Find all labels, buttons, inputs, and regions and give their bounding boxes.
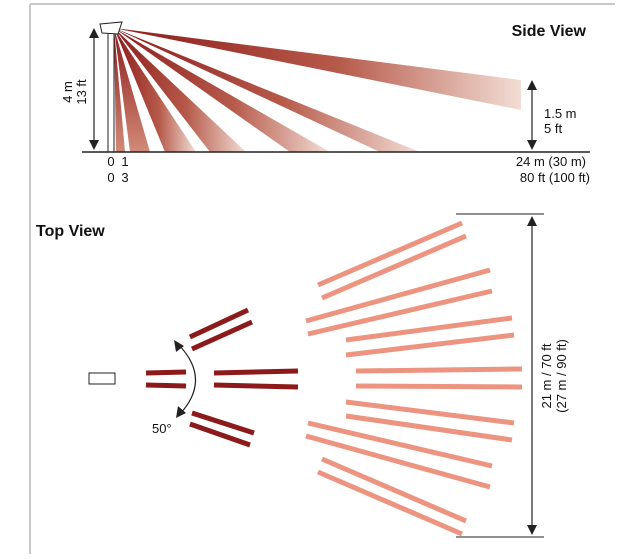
far-beam [345,315,513,343]
far-beam [321,233,467,301]
far-beam [345,332,515,358]
axis-imperial-3: 3 [121,170,128,185]
top-sensor [88,372,116,385]
side-beam-3 [114,28,330,152]
mount-height-arrow [89,28,99,150]
target-height-metric: 1.5 m [544,106,577,121]
side-view-beams [114,28,521,152]
near-beam [189,421,251,448]
side-beam-1 [114,28,521,110]
top-view-title: Top View [36,223,105,240]
width-label-alt: (27 m / 90 ft) [554,339,569,413]
axis-imperial-0: 0 [107,170,114,185]
far-beam [317,220,463,288]
far-beam [345,399,515,426]
side-view: Side View 4 m 13 ft [60,21,590,185]
far-beam [305,267,491,324]
near-beam [145,382,187,389]
far-beam [321,456,467,524]
near-beam [145,369,187,376]
side-beam-6 [114,28,150,152]
far-beam [355,366,523,374]
side-sensor [99,21,123,153]
angle-label: 50° [152,421,172,436]
frame-border [29,3,615,554]
top-view: Top View 50° [36,213,569,538]
target-height-imperial: 5 ft [544,121,562,136]
axis-imperial-far: 80 ft (100 ft) [520,170,590,185]
height-label-metric: 4 m [60,81,75,103]
far-beam [305,433,491,490]
near-beam [213,382,299,390]
far-beam [355,383,523,390]
angle-arc [174,340,197,418]
width-label-primary: 21 m / 70 ft [539,343,554,408]
top-near-beams [145,307,299,448]
side-beam-2 [114,28,420,152]
axis-metric-0: 0 [107,154,114,169]
far-beam [307,420,493,469]
height-label-imperial: 13 ft [74,79,89,105]
far-beam [345,413,513,443]
far-beam [307,288,493,337]
near-beam [213,368,299,376]
near-beam [188,307,250,340]
side-beam-4 [114,28,246,152]
far-beam [317,469,463,537]
target-height-arrow [527,80,537,150]
near-beam [191,410,255,436]
side-beam-5 [114,28,196,152]
axis-metric-1: 1 [121,154,128,169]
side-beam-7 [114,28,125,152]
top-far-beams [305,220,523,537]
width-arrow [456,213,544,538]
axis-metric-far: 24 m (30 m) [516,154,586,169]
side-view-title: Side View [512,23,587,40]
near-beam [190,319,254,352]
